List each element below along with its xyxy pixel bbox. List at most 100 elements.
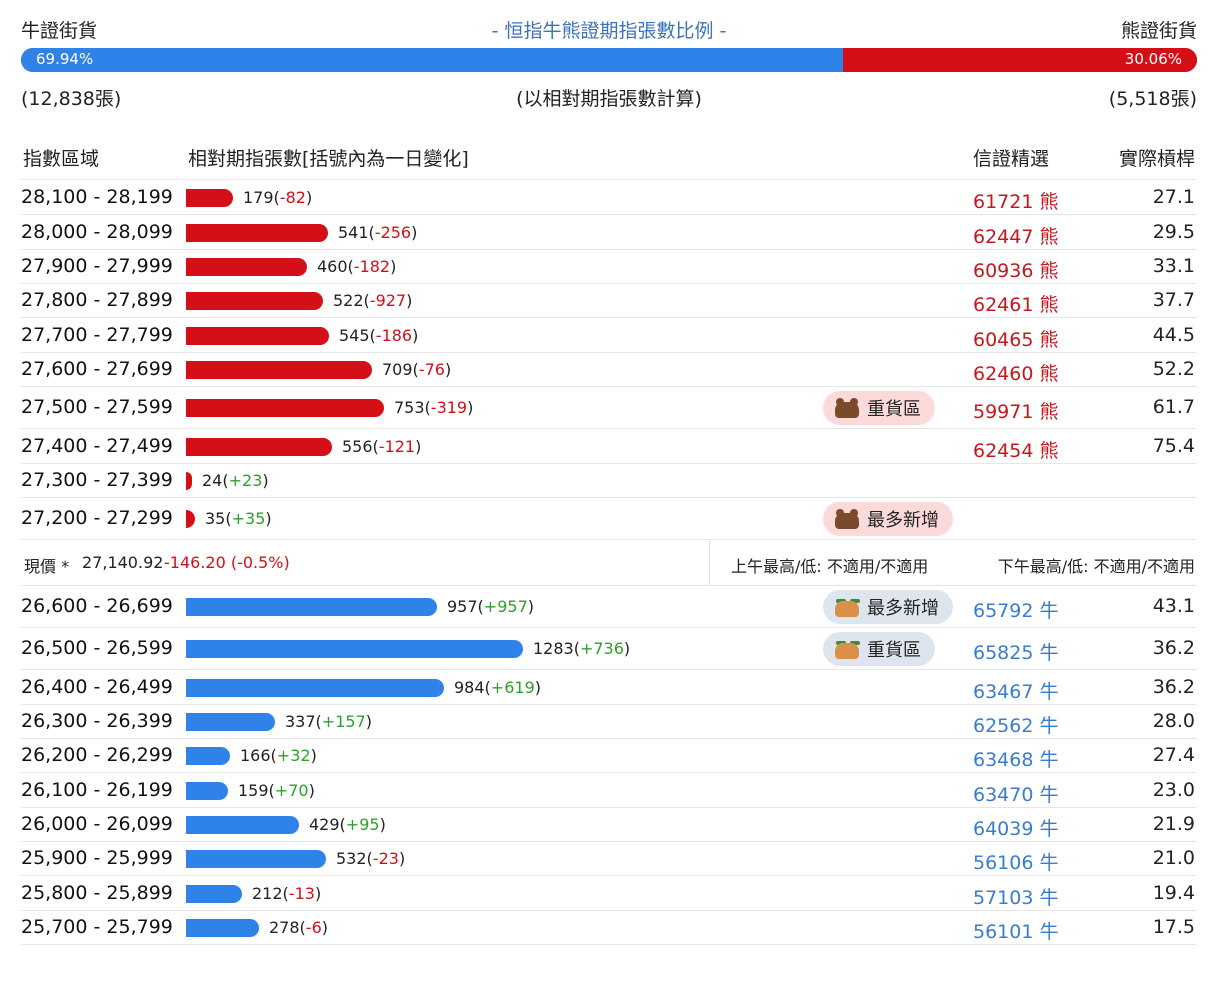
contracts-value: 179(-82) xyxy=(243,188,312,207)
index-range: 28,100 - 28,199 xyxy=(21,185,173,208)
recommended-warrant-link[interactable]: 65792 牛 xyxy=(973,600,1059,622)
contracts-value: 166(+32) xyxy=(240,746,317,765)
recommended-warrant-link[interactable]: 65825 牛 xyxy=(973,642,1059,664)
recommended-warrant-link[interactable]: 62460 熊 xyxy=(973,363,1059,385)
change-paren-close: ) xyxy=(444,360,452,379)
current-price-row: 現價 * 27,140.92 -146.20 (-0.5%) 上午最高/低: 不… xyxy=(21,540,1197,586)
recommended-warrant-link[interactable]: 62461 熊 xyxy=(973,294,1059,316)
column-pick: 信證精選 xyxy=(973,148,1050,170)
bear-row: 27,200 - 27,299 35(+35) 最多新增 xyxy=(21,498,1197,540)
bear-badge: 重貨區 xyxy=(823,391,935,425)
recommended-warrant-link[interactable]: 60936 熊 xyxy=(973,260,1059,282)
change-paren-open: ( xyxy=(363,291,370,310)
change-paren-open: ( xyxy=(282,883,289,903)
change-paren-open: ( xyxy=(412,360,419,379)
bull-mascot-icon xyxy=(833,596,861,618)
recommended-warrant-link[interactable]: 62454 熊 xyxy=(973,439,1059,462)
bear-row: 27,400 - 27,499 556(-121) 62454 熊 75.4 xyxy=(21,429,1197,464)
bear-row: 27,300 - 27,399 24(+23) xyxy=(21,464,1197,498)
mascot-ear xyxy=(850,599,860,603)
bear-percentage: 30.06% xyxy=(1124,50,1182,68)
bull-bar xyxy=(186,884,242,903)
change-paren-close: ) xyxy=(310,746,317,765)
recommended-warrant-link[interactable]: 61721 熊 xyxy=(973,190,1059,213)
daily-change: +619 xyxy=(490,677,535,697)
recommended-warrant-link[interactable]: 57103 牛 xyxy=(973,886,1059,909)
change-paren-open: ( xyxy=(315,712,322,731)
bear-row: 28,100 - 28,199 179(-82) 61721 熊 27.1 xyxy=(21,180,1197,215)
change-paren-open: ( xyxy=(372,436,379,456)
change-paren-close: ) xyxy=(415,436,422,456)
am-high-low: 上午最高/低: 不適用/不適用 xyxy=(731,557,929,576)
bear-bar xyxy=(186,188,233,207)
bear-badge: 最多新增 xyxy=(823,502,953,536)
contracts-value: 541(-256) xyxy=(338,223,417,242)
contracts-count: 1283 xyxy=(533,639,574,658)
contracts-value: 159(+70) xyxy=(238,781,315,800)
bear-bar xyxy=(186,399,384,417)
badge-label: 重貨區 xyxy=(867,399,921,420)
contracts-value: 556(-121) xyxy=(342,437,421,456)
change-paren-open: ( xyxy=(225,509,232,528)
calculation-note: (以相對期指張數計算) xyxy=(516,88,702,110)
bear-ratio-fill xyxy=(843,48,1197,72)
recommended-warrant-link[interactable]: 63468 牛 xyxy=(973,749,1059,771)
contracts-count: 709 xyxy=(382,360,413,379)
recommended-warrant-link[interactable]: 56106 牛 xyxy=(973,852,1059,874)
daily-change: -76 xyxy=(418,360,445,379)
recommended-warrant-link[interactable]: 63467 牛 xyxy=(973,680,1059,703)
contracts-count: 35 xyxy=(205,509,226,528)
bull-row: 26,500 - 26,599 1283(+736) 重貨區 65825 牛 36.2 xyxy=(21,628,1197,670)
change-paren-open: ( xyxy=(573,639,580,658)
contracts-count: 460 xyxy=(317,257,348,276)
index-range: 27,600 - 27,699 xyxy=(21,358,173,380)
change-paren-open: ( xyxy=(299,918,306,937)
bear-bar xyxy=(186,361,372,379)
contracts-count: 429 xyxy=(309,815,340,834)
recommended-warrant-link[interactable]: 64039 牛 xyxy=(973,818,1059,840)
recommended-warrant-link[interactable]: 63470 牛 xyxy=(973,783,1059,806)
bull-row: 26,100 - 26,199 159(+70) 63470 牛 23.0 xyxy=(21,773,1197,808)
change-paren-open: ( xyxy=(222,471,229,490)
change-paren-close: ) xyxy=(265,509,272,528)
bull-row: 26,600 - 26,699 957(+957) 最多新增 65792 牛 43.1 xyxy=(21,586,1197,628)
effective-leverage: 61.7 xyxy=(1152,396,1195,418)
bull-bear-ratio-bar: 69.94% 30.06% xyxy=(21,48,1197,72)
contracts-count: 24 xyxy=(202,471,223,490)
contracts-count: 753 xyxy=(394,398,425,417)
recommended-warrant-link[interactable]: 59971 熊 xyxy=(973,401,1059,423)
badge-label: 最多新增 xyxy=(867,510,939,531)
effective-leverage: 33.1 xyxy=(1152,255,1195,277)
daily-change: -256 xyxy=(374,222,412,242)
effective-leverage: 23.0 xyxy=(1152,778,1195,801)
change-paren-close: ) xyxy=(314,883,322,903)
column-leverage: 實際槓桿 xyxy=(1118,148,1195,170)
contracts-count: 212 xyxy=(252,883,283,903)
recommended-warrant-link[interactable]: 62447 熊 xyxy=(973,225,1059,248)
recommended-warrant-link[interactable]: 62562 牛 xyxy=(973,715,1059,737)
bull-bar xyxy=(186,919,259,937)
index-range: 26,000 - 26,099 xyxy=(21,813,173,835)
contracts-value: 24(+23) xyxy=(202,471,269,490)
recommended-warrant-link[interactable]: 56101 牛 xyxy=(973,921,1059,943)
bull-mascot-icon xyxy=(833,638,861,660)
bear-row: 27,700 - 27,799 545(-186) 60465 熊 44.5 xyxy=(21,318,1197,353)
column-range: 指數區域 xyxy=(23,148,100,170)
change-paren-close: ) xyxy=(308,780,315,800)
bear-bar xyxy=(186,223,328,242)
effective-leverage: 21.9 xyxy=(1152,813,1195,835)
index-range: 27,300 - 27,399 xyxy=(21,469,173,491)
bull-row: 26,400 - 26,499 984(+619) 63467 牛 36.2 xyxy=(21,670,1197,705)
change-paren-close: ) xyxy=(390,257,397,276)
daily-change: +23 xyxy=(228,471,263,490)
effective-leverage: 21.0 xyxy=(1152,847,1195,869)
index-range: 26,500 - 26,599 xyxy=(21,637,173,659)
recommended-warrant-link[interactable]: 60465 熊 xyxy=(973,328,1059,351)
effective-leverage: 37.7 xyxy=(1152,289,1195,311)
bull-row: 25,800 - 25,899 212(-13) 57103 牛 19.4 xyxy=(21,876,1197,911)
bear-outstanding-label: 熊證街貨 xyxy=(1120,20,1197,42)
effective-leverage: 36.2 xyxy=(1152,675,1195,698)
contracts-value: 957(+957) xyxy=(447,597,534,616)
badge-label: 最多新增 xyxy=(867,598,939,619)
bull-bar xyxy=(186,747,230,765)
